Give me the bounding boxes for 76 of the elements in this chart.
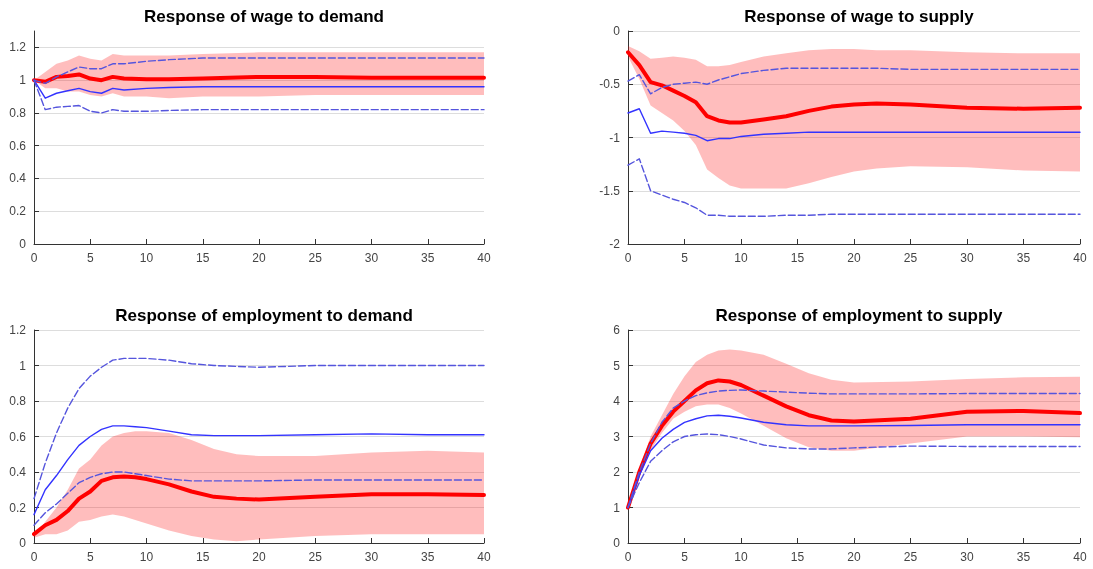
x-tick-label: 10 <box>139 251 154 265</box>
line-series <box>627 67 1081 95</box>
line-series <box>627 108 1081 142</box>
line-series <box>33 357 485 500</box>
y-tick-label: -1 <box>609 130 621 145</box>
x-tick-label: 20 <box>252 251 266 265</box>
line-series <box>627 158 1081 218</box>
y-tick-label: -2 <box>609 237 621 251</box>
x-tick-label: 5 <box>681 550 689 564</box>
x-tick-label: 25 <box>308 550 323 564</box>
x-tick-label: 20 <box>847 550 861 564</box>
y-tick-label: 1 <box>613 500 621 515</box>
x-tick-label: 30 <box>364 550 379 564</box>
y-tick-label: 1 <box>19 73 27 88</box>
y-tick-label: 6 <box>613 323 621 337</box>
y-tick-label: 2 <box>613 465 621 479</box>
y-tick-label: 1.2 <box>9 323 27 337</box>
x-tick-label: 30 <box>960 251 974 265</box>
y-tick-label: 1 <box>19 358 27 373</box>
x-tick-label: 25 <box>308 251 323 265</box>
line-series <box>626 50 1082 125</box>
y-tick-label: 0.6 <box>9 429 27 444</box>
x-tick-label: 35 <box>1016 550 1031 564</box>
x-tick-label: 15 <box>790 251 805 265</box>
y-tick-label: 0.2 <box>9 204 27 219</box>
x-tick-label: 20 <box>847 251 861 265</box>
line-series <box>32 474 486 537</box>
x-tick-label: 40 <box>1073 251 1087 265</box>
y-tick-label: 0.8 <box>9 105 27 120</box>
x-tick-label: 40 <box>1073 550 1087 564</box>
y-tick-label: 1.2 <box>9 40 27 55</box>
x-tick-label: 15 <box>790 550 805 564</box>
y-tick-label: 0.2 <box>9 500 27 515</box>
x-tick-label: 25 <box>903 550 918 564</box>
x-tick-label: 35 <box>421 550 435 564</box>
y-tick-label: 3 <box>613 429 621 444</box>
x-tick-label: 30 <box>960 550 974 564</box>
line-series <box>33 471 485 526</box>
y-tick-label: 0 <box>19 536 27 550</box>
x-tick-label: 10 <box>139 550 154 564</box>
line-series <box>33 79 485 99</box>
y-tick-label: 0.6 <box>9 138 27 153</box>
x-tick-label: 25 <box>903 251 918 265</box>
line-series <box>33 425 485 516</box>
x-tick-label: 5 <box>86 550 94 564</box>
chart-title: Response of employment to supply <box>715 306 1004 325</box>
x-tick-label: 10 <box>734 251 748 265</box>
x-tick-label: 20 <box>252 550 266 564</box>
x-tick-label: 40 <box>477 251 491 265</box>
y-tick-label: 0 <box>19 237 27 251</box>
chart-title: Response of wage to supply <box>744 7 975 26</box>
x-tick-label: 15 <box>196 550 210 564</box>
y-tick-label: -0.5 <box>599 77 621 92</box>
chart-title: Response of employment to demand <box>115 306 413 325</box>
x-tick-label: 35 <box>421 251 435 265</box>
x-tick-label: 5 <box>86 251 94 265</box>
x-tick-label: 0 <box>624 550 632 564</box>
y-tick-label: -1.5 <box>599 183 621 198</box>
x-tick-label: 0 <box>624 251 632 265</box>
chart-title: Response of wage to demand <box>144 7 384 26</box>
y-tick-label: 0 <box>613 24 621 38</box>
y-tick-label: 5 <box>613 358 621 373</box>
x-tick-label: 40 <box>477 550 491 564</box>
x-tick-label: 15 <box>196 251 210 265</box>
y-tick-label: 4 <box>613 394 621 408</box>
x-tick-label: 0 <box>30 550 38 564</box>
line-series <box>32 72 486 84</box>
x-tick-label: 10 <box>734 550 748 564</box>
x-tick-label: 35 <box>1016 251 1031 265</box>
y-tick-label: 0 <box>613 536 621 550</box>
y-tick-label: 0.4 <box>9 465 27 479</box>
y-tick-label: 0.4 <box>9 171 27 186</box>
x-tick-label: 0 <box>30 251 38 265</box>
y-tick-label: 0.8 <box>9 394 27 408</box>
x-tick-label: 5 <box>681 251 689 265</box>
x-tick-label: 30 <box>364 251 379 265</box>
